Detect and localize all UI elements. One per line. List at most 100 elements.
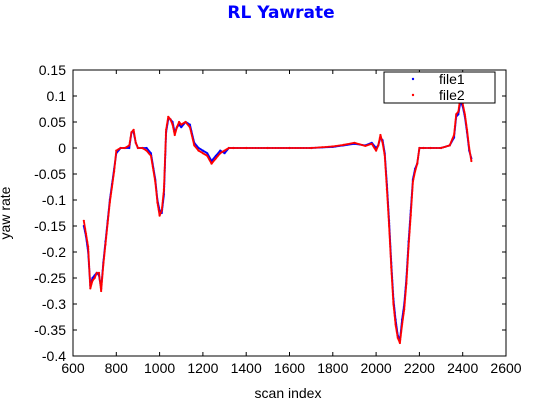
data-point-file2: [280, 147, 283, 149]
x-tick-label: 1000: [144, 360, 175, 376]
data-point-file2: [388, 235, 391, 238]
data-point-file2: [88, 270, 91, 273]
data-point-file2: [389, 243, 392, 246]
data-point-file2: [164, 136, 167, 139]
data-point-file2: [409, 221, 412, 224]
data-point-file2: [470, 159, 473, 163]
legend-label-file1: file1: [439, 71, 465, 87]
x-tick-label: 1800: [317, 360, 348, 376]
data-points: [82, 94, 473, 345]
data-point-file2: [408, 228, 411, 231]
data-point-file2: [276, 147, 279, 149]
data-point-file2: [164, 153, 167, 156]
data-point-file2: [419, 147, 422, 149]
data-point-file2: [262, 147, 265, 149]
data-point-file2: [164, 141, 167, 144]
data-point-file2: [257, 147, 260, 149]
data-point-file2: [293, 147, 296, 149]
data-point-file2: [164, 140, 167, 143]
data-point-file2: [308, 147, 311, 149]
data-point-file2: [87, 245, 90, 248]
data-point-file2: [163, 181, 166, 184]
data-point-file2: [269, 147, 272, 149]
data-point-file2: [408, 227, 411, 230]
data-point-file2: [323, 146, 326, 149]
data-point-file2: [273, 147, 276, 149]
data-point-file2: [286, 147, 289, 149]
data-point-file2: [433, 147, 436, 149]
y-tick-label: 0.15: [39, 62, 66, 78]
data-point-file2: [164, 131, 167, 134]
x-axis-label: scan index: [255, 385, 322, 401]
data-point-file2: [389, 259, 392, 262]
y-tick-label: -0.2: [42, 244, 66, 260]
data-point-file2: [282, 147, 285, 149]
data-point-file2: [164, 144, 167, 147]
data-point-file2: [163, 178, 166, 181]
data-point-file2: [164, 143, 167, 146]
data-point-file2: [409, 223, 412, 226]
data-point-file2: [239, 147, 242, 149]
data-point-file2: [388, 237, 391, 240]
data-point-file2: [389, 256, 392, 259]
data-point-file2: [259, 147, 262, 149]
data-point-file2: [162, 188, 166, 191]
data-point-file2: [388, 240, 391, 243]
data-point-file2: [408, 231, 411, 234]
data-point-file2: [389, 253, 392, 256]
data-point-file2: [303, 147, 306, 149]
data-point-file2: [163, 166, 166, 169]
data-point-file2: [240, 147, 243, 149]
data-point-file2: [260, 147, 263, 149]
data-point-file2: [427, 147, 430, 149]
x-axis: 600 800 1000 1200 1400 1600 1800 2000 2200 2400 26…: [61, 70, 522, 376]
data-point-file2: [163, 162, 166, 165]
x-tick-label: 2200: [404, 360, 435, 376]
data-point-file2: [162, 187, 165, 190]
data-point-file2: [251, 147, 254, 149]
data-point-file2: [390, 262, 393, 265]
data-point-file2: [268, 147, 271, 149]
data-point-file2: [263, 147, 266, 149]
data-point-file2: [88, 263, 91, 266]
data-point-file2: [313, 146, 316, 149]
data-point-file2: [163, 168, 166, 171]
data-point-file2: [408, 238, 411, 241]
data-point-file2: [164, 146, 167, 149]
data-point-file2: [163, 165, 166, 168]
data-point-file2: [408, 235, 411, 238]
data-point-file2: [266, 146, 269, 150]
x-tick-label: 1200: [187, 360, 218, 376]
legend-marker-file1: [411, 77, 415, 81]
data-point-file2: [299, 147, 302, 149]
data-point-file2: [389, 250, 392, 253]
plot-area: [72, 69, 507, 357]
data-point-file2: [163, 163, 166, 166]
data-point-file2: [88, 271, 91, 274]
data-point-file2: [163, 176, 166, 179]
data-point-file2: [164, 133, 167, 136]
data-point-file2: [119, 146, 122, 150]
data-point-file2: [314, 146, 317, 149]
data-point-file2: [248, 147, 251, 149]
data-point-file2: [388, 229, 391, 232]
data-point-file2: [424, 147, 427, 149]
data-point-file2: [245, 146, 248, 150]
data-point-file2: [389, 246, 392, 249]
data-point-file2: [88, 265, 91, 268]
data-point-file2: [283, 147, 286, 149]
data-point-file2: [389, 245, 392, 248]
y-tick-label: -0.15: [34, 218, 66, 234]
data-point-file2: [163, 159, 166, 162]
data-point-file2: [246, 147, 249, 149]
y-tick-label: -0.1: [42, 192, 66, 208]
data-point-file2: [163, 169, 166, 172]
data-point-file2: [407, 241, 410, 244]
data-point-file2: [163, 171, 166, 174]
data-point-file2: [389, 247, 392, 250]
legend-label-file2: file2: [439, 87, 465, 103]
legend-marker-file2: [411, 93, 415, 97]
data-point-file2: [87, 250, 90, 253]
data-point-file2: [95, 271, 98, 274]
